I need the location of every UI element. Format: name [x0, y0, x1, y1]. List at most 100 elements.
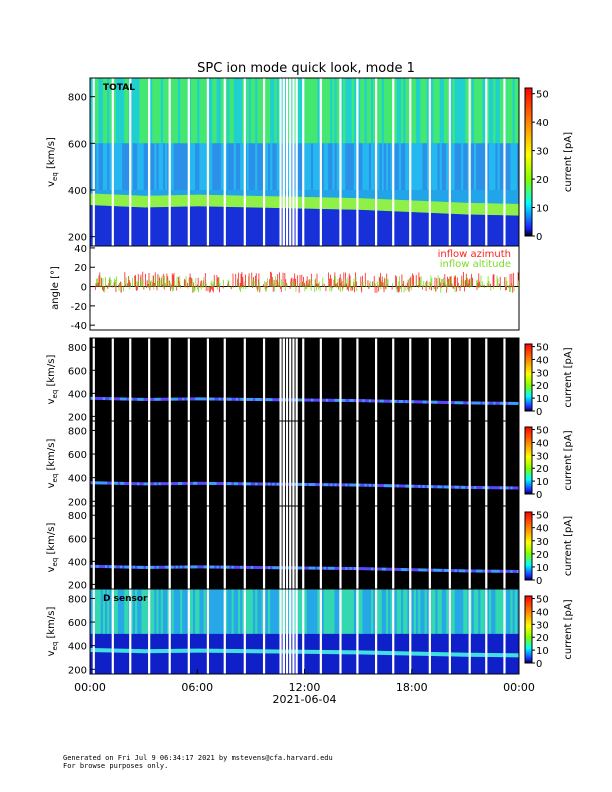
heatmap-cell [401, 651, 404, 656]
heatmap-cell [347, 650, 351, 655]
data-gap [282, 589, 285, 674]
heatmap-cell [250, 207, 254, 246]
heatmap-cell [197, 648, 200, 653]
heatmap-cell [177, 195, 181, 207]
heatmap-cell [167, 648, 170, 653]
heatmap-cell [276, 196, 280, 209]
heatmap-cell [499, 401, 503, 405]
heatmap-cell [424, 143, 428, 190]
heatmap-cell [233, 482, 237, 486]
heatmap-cell [143, 207, 147, 246]
heatmap-cell [280, 398, 284, 402]
data-gap [448, 338, 451, 421]
y-axis-label: veq [km/s] [46, 523, 59, 573]
y-axis-label-symbol: v [46, 181, 57, 187]
heatmap-cell [501, 215, 505, 246]
heatmap-cell [465, 485, 469, 489]
heatmap-cell [420, 200, 423, 213]
heatmap-cell [150, 589, 153, 634]
heatmap-cell [115, 206, 119, 246]
heatmap-cell [416, 589, 419, 634]
heatmap-cell [360, 483, 363, 487]
heatmap-cell [229, 482, 233, 486]
heatmap-cell [197, 206, 200, 246]
heatmap-cell [469, 78, 473, 144]
heatmap-cell [272, 78, 275, 144]
heatmap-cell [368, 589, 372, 634]
heatmap-cell [514, 78, 518, 144]
data-gap [148, 589, 151, 674]
heatmap-cell [156, 78, 160, 144]
heatmap-cell [413, 589, 417, 634]
heatmap-cell [270, 566, 273, 570]
heatmap-cell [171, 589, 175, 634]
heatmap-cell [120, 143, 123, 190]
heatmap-cell [190, 397, 194, 401]
heatmap-cell [218, 482, 222, 486]
heatmap-cell [90, 648, 93, 653]
heatmap-cell [124, 397, 127, 401]
heatmap-cell [450, 589, 454, 634]
heatmap-cell [113, 194, 117, 207]
heatmap-cell [493, 589, 496, 634]
heatmap-cell [420, 568, 423, 572]
heatmap-cell [381, 210, 385, 246]
y-tick-label: 400 [68, 389, 87, 400]
heatmap-cell [156, 143, 160, 190]
heatmap-cell [107, 397, 110, 401]
heatmap-cell [171, 565, 175, 569]
y-tick-label: 200 [68, 233, 87, 244]
heatmap-cell [126, 397, 130, 401]
heatmap-cell [381, 650, 385, 655]
heatmap-cell [358, 78, 361, 144]
heatmap-cell [167, 78, 170, 144]
heatmap-cell [265, 207, 269, 246]
data-gap [292, 506, 295, 589]
heatmap-cell [396, 651, 400, 656]
heatmap-cell [334, 143, 338, 190]
heatmap-cell [270, 143, 273, 190]
y-tick-label: 400 [68, 557, 87, 568]
heatmap-cell [240, 565, 243, 569]
heatmap-cell [268, 78, 271, 144]
heatmap-cell [90, 564, 93, 568]
heatmap-cell [390, 567, 393, 571]
heatmap-cell [120, 565, 123, 569]
heatmap-cell [220, 195, 224, 207]
heatmap-cell [510, 143, 514, 190]
heatmap-cell [145, 565, 149, 569]
data-gap [289, 338, 292, 421]
heatmap-cell [233, 649, 237, 654]
heatmap-cell [132, 143, 136, 190]
heatmap-cell [257, 482, 260, 486]
heatmap-cell [386, 651, 389, 656]
heatmap-cell [109, 481, 112, 485]
heatmap-cell [313, 197, 316, 209]
heatmap-cell [450, 202, 454, 214]
heatmap-cell [390, 143, 393, 190]
data-gap [279, 589, 282, 674]
heatmap-cell [469, 143, 473, 190]
heatmap-cell [403, 143, 406, 190]
heatmap-cell [332, 650, 336, 655]
heatmap-cell [349, 78, 353, 144]
heatmap-cell [310, 208, 314, 246]
heatmap-cell [298, 589, 301, 634]
heatmap-cell [456, 569, 460, 573]
heatmap-cell [160, 649, 164, 654]
heatmap-cell [353, 198, 357, 210]
y-tick-label: 600 [68, 450, 87, 461]
heatmap-cell [250, 397, 254, 401]
heatmap-background [90, 506, 519, 589]
heatmap-cell [486, 569, 490, 573]
y-axis-label: veq [km/s] [46, 137, 59, 187]
heatmap-cell [332, 197, 336, 210]
heatmap-cell [488, 203, 492, 216]
heatmap-cell [94, 78, 97, 144]
heatmap-cell [141, 207, 145, 246]
heatmap-cell [268, 589, 271, 634]
heatmap-cell [328, 483, 331, 487]
heatmap-cell [287, 482, 290, 486]
heatmap-cell [368, 567, 372, 571]
heatmap-cell [255, 78, 258, 144]
